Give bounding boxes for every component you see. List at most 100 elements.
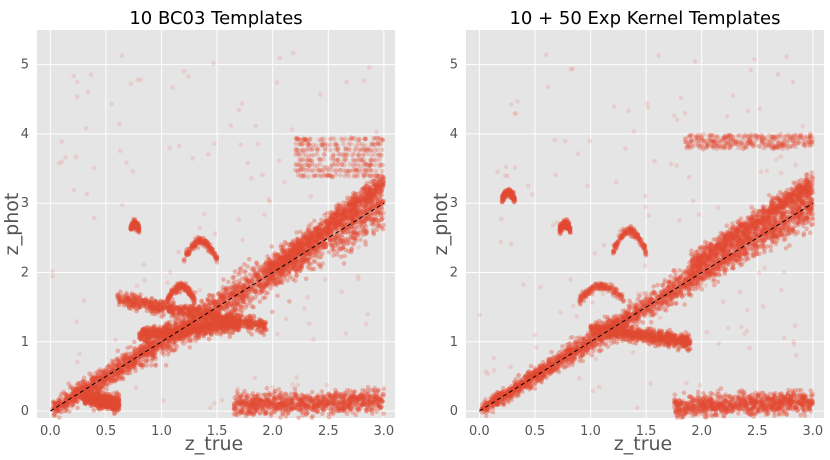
data-point [178, 324, 183, 329]
data-point [111, 411, 117, 416]
data-point [290, 264, 296, 270]
data-point [328, 242, 334, 248]
data-point [247, 315, 253, 321]
data-point [315, 235, 321, 241]
data-point [203, 307, 209, 312]
data-point [359, 218, 365, 224]
data-point [259, 290, 264, 296]
data-point [146, 340, 152, 346]
data-point [338, 254, 344, 260]
data-point [248, 320, 254, 326]
data-point [237, 267, 243, 272]
data-point [125, 345, 130, 351]
data-point [373, 200, 379, 206]
data-point [254, 273, 260, 278]
data-point [326, 249, 332, 255]
data-point [141, 350, 147, 356]
data-point [99, 369, 104, 375]
data-point [377, 206, 383, 212]
data-point [126, 365, 131, 371]
data-point [283, 273, 288, 279]
data-point [159, 332, 165, 338]
data-point [80, 383, 85, 389]
data-point [69, 404, 75, 409]
data-point [52, 401, 58, 407]
data-point [373, 210, 379, 215]
data-point [324, 211, 330, 216]
data-point [261, 286, 267, 292]
data-point [283, 249, 288, 255]
data-point [83, 393, 88, 398]
data-point [167, 335, 173, 341]
data-point [351, 227, 357, 233]
data-point [301, 236, 306, 242]
data-point [207, 330, 213, 335]
data-point [187, 311, 192, 316]
data-point [111, 391, 117, 396]
data-point [67, 385, 73, 391]
data-point [271, 275, 276, 281]
data-point [87, 393, 92, 399]
data-point [51, 413, 57, 418]
data-point [188, 318, 193, 324]
data-point [99, 402, 104, 407]
data-point [226, 322, 231, 327]
data-point [106, 368, 111, 374]
data-point [82, 379, 88, 385]
data-point [161, 303, 167, 309]
data-point [240, 308, 245, 314]
data-point [275, 293, 280, 299]
data-point [153, 363, 159, 368]
data-point [132, 364, 137, 370]
data-point [104, 395, 110, 400]
data-point [255, 281, 261, 287]
data-point [331, 238, 337, 243]
data-point [261, 284, 267, 290]
data-point [370, 211, 375, 216]
data-point [319, 232, 325, 237]
data-point [122, 367, 127, 373]
data-point [182, 323, 187, 328]
data-point [220, 284, 226, 290]
data-point [245, 264, 250, 269]
data-point [115, 372, 121, 378]
data-point [209, 315, 214, 320]
data-point [111, 359, 116, 365]
data-point [221, 322, 227, 328]
data-point [358, 237, 363, 242]
data-point [145, 351, 150, 357]
data-point [199, 306, 205, 312]
data-point [95, 386, 100, 391]
data-point [112, 379, 117, 384]
data-point [342, 223, 347, 228]
data-point [254, 260, 259, 266]
data-point [127, 356, 133, 362]
data-point [329, 230, 334, 236]
data-point [230, 292, 235, 298]
data-point [153, 298, 158, 304]
data-point [166, 343, 171, 348]
data-point [215, 308, 221, 314]
data-point [303, 276, 309, 282]
data-point [111, 372, 117, 378]
data-point [305, 230, 311, 236]
data-point [244, 319, 249, 325]
data-point [232, 279, 237, 284]
data-point [304, 258, 310, 263]
data-point [377, 184, 383, 189]
data-point [75, 405, 80, 411]
data-point [172, 322, 178, 328]
data-point [307, 266, 312, 271]
data-point [96, 397, 101, 402]
data-point [259, 319, 264, 325]
data-point [341, 261, 347, 266]
data-point [159, 344, 165, 349]
data-point [103, 400, 109, 405]
data-point [146, 327, 151, 333]
data-point [337, 246, 343, 251]
data-point [124, 295, 130, 300]
data-point [295, 250, 300, 255]
data-point [293, 278, 298, 284]
data-point [349, 211, 354, 216]
data-point [255, 324, 261, 330]
